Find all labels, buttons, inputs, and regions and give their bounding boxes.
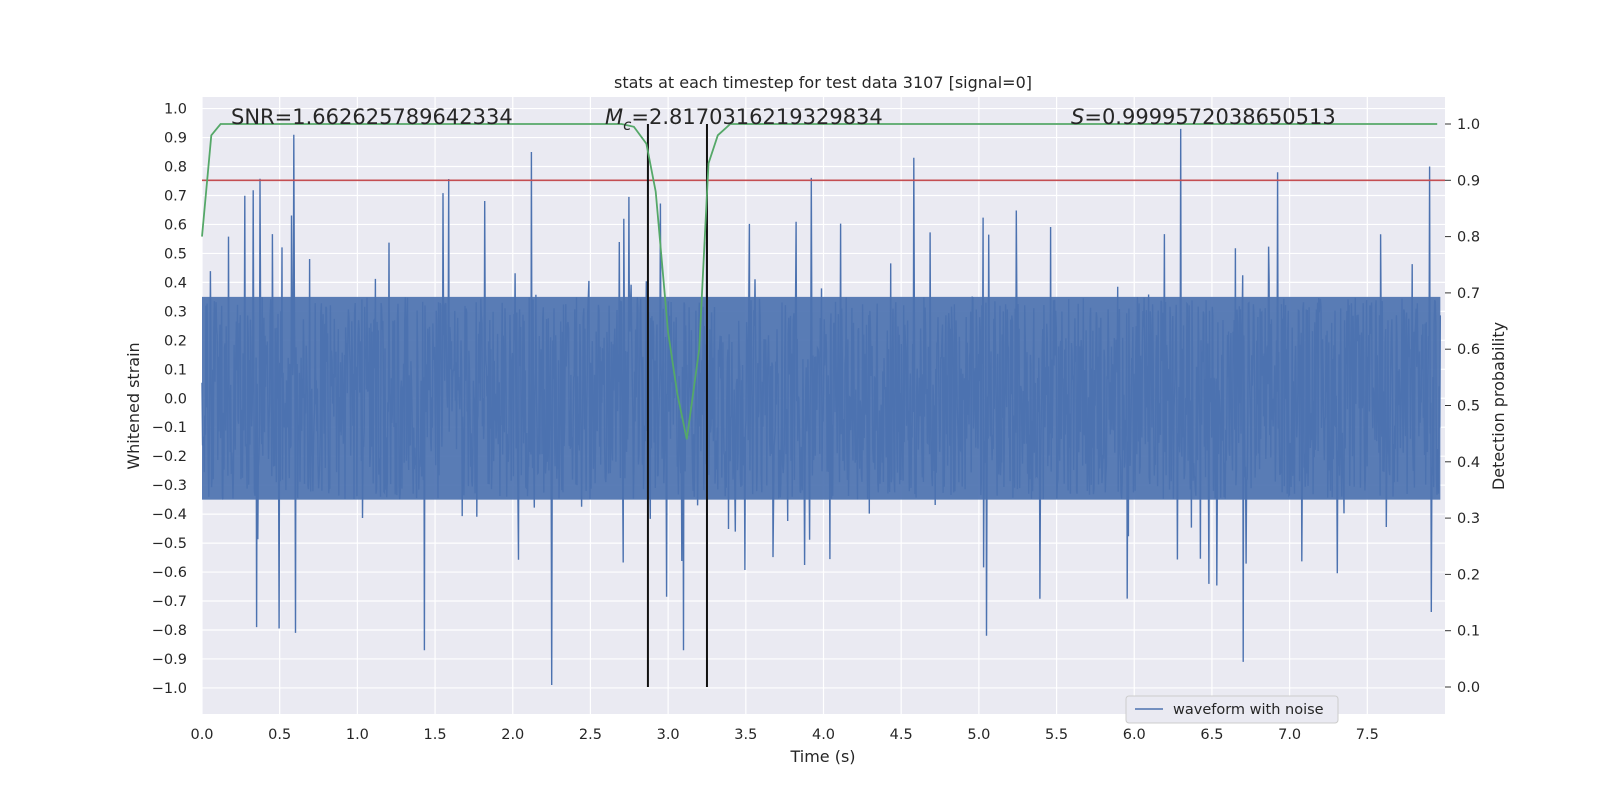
right-tick-label: 1.0 [1457,117,1480,133]
left-tick-label: −0.2 [152,449,187,465]
x-tick-label: 7.0 [1278,727,1301,743]
left-tick-label: 0.4 [164,275,187,291]
x-tick-label: 0.5 [268,727,291,743]
left-tick-label: −0.8 [152,623,187,639]
legend-label: waveform with noise [1173,702,1324,718]
legend-box [1125,695,1339,724]
waveform-series [201,128,1441,686]
right-tick-label: 0.8 [1457,230,1480,246]
x-tick-label: 3.0 [657,727,680,743]
chirp-mass-subscript: c [623,116,632,134]
chirp-mass-value: =2.8170316219329834 [631,105,882,129]
left-tick-label: −0.6 [152,565,187,581]
right-axis: 1.0 0.9 0.8 0.7 0.6 0.5 0.4 0.3 0.2 0.1 0.0 [1445,117,1480,696]
snr-annotation: SNR=1.662625789642334 [231,105,513,129]
x-tick-label: 3.5 [734,727,757,743]
x-tick-label: 1.0 [346,727,369,743]
score-value: =0.9999572038650513 [1084,105,1335,129]
left-tick-label: −0.7 [152,594,187,610]
right-tick-label: 0.0 [1457,680,1480,696]
left-tick-label: 0.7 [164,188,187,204]
legend: waveform with noise [1125,695,1339,724]
right-tick-label: 0.9 [1457,173,1480,189]
right-axis-title: Detection probability [1489,322,1508,490]
right-tick-label: 0.4 [1457,455,1480,471]
chirp-mass-annotation: Mc=2.8170316219329834 [605,105,883,134]
chirp-mass-symbol: M [605,105,623,129]
x-axis-title: Time (s) [789,747,855,766]
left-tick-label: −1.0 [152,681,187,697]
left-tick-label: −0.9 [152,652,187,668]
right-tick-label: 0.6 [1457,342,1480,358]
left-tick-label: 0.9 [164,131,187,147]
right-tick-label: 0.3 [1457,511,1480,527]
left-tick-label: 0.1 [164,362,187,378]
x-tick-label: 4.0 [812,727,835,743]
right-tick-label: 0.1 [1457,624,1480,640]
x-tick-label: 4.5 [890,727,913,743]
left-axis: 1.0 0.9 0.8 0.7 0.6 0.5 0.4 0.3 0.2 0.1 0.0 −0.1 −0.… [152,102,187,697]
left-tick-label: −0.3 [152,478,187,494]
x-tick-label: 7.5 [1356,727,1379,743]
x-tick-label: 2.5 [579,727,602,743]
x-tick-label: 6.0 [1123,727,1146,743]
right-tick-label: 0.2 [1457,567,1480,583]
score-annotation: S=0.9999572038650513 [1071,105,1336,129]
left-tick-label: −0.5 [152,536,187,552]
right-tick-label: 0.5 [1457,399,1480,415]
left-tick-label: 0.0 [164,391,187,407]
overlay-lines [201,123,1445,687]
waveform-core-band [202,296,1441,500]
x-tick-label: 5.5 [1045,727,1068,743]
x-axis: 0.0 0.5 1.0 1.5 2.0 2.5 3.0 3.5 4.0 4.5 5.0 5.5 6.0 6… [190,727,1378,743]
left-tick-label: 0.5 [164,246,187,262]
left-tick-label: −0.1 [152,420,187,436]
left-axis-title: Whitened strain [124,342,143,469]
right-tick-label: 0.7 [1457,286,1480,302]
probability-line [201,123,1438,440]
chart-title: stats at each timestep for test data 310… [614,73,1032,92]
x-tick-label: 6.5 [1200,727,1223,743]
x-tick-label: 1.5 [424,727,447,743]
left-tick-label: −0.4 [152,507,187,523]
x-tick-label: 2.0 [501,727,524,743]
left-tick-label: 1.0 [164,102,187,118]
left-tick-label: 0.2 [164,333,187,349]
left-tick-label: 0.8 [164,160,187,176]
left-tick-label: 0.3 [164,304,187,320]
x-tick-label: 5.0 [967,727,990,743]
score-symbol: S [1071,105,1084,129]
x-tick-label: 0.0 [190,727,213,743]
left-tick-label: 0.6 [164,217,187,233]
